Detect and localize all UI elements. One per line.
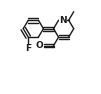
Text: F: F [25, 44, 31, 53]
Text: O: O [35, 41, 43, 50]
Text: N: N [59, 16, 67, 25]
